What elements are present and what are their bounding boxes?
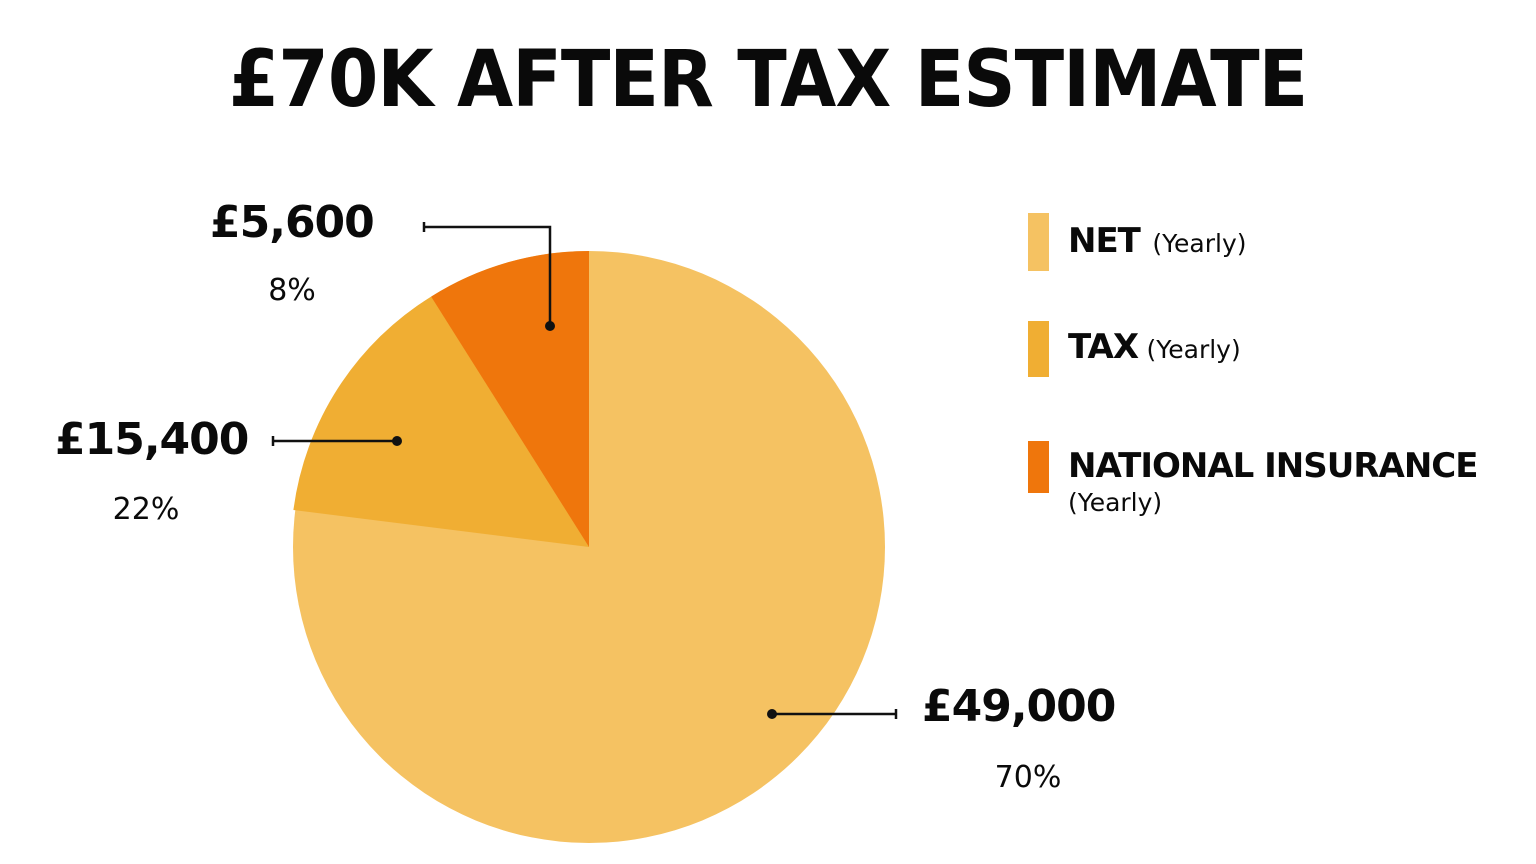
legend-label-net: NET xyxy=(1068,221,1141,261)
amount-label-net: £49,000 xyxy=(922,681,1116,732)
amount-label-tax: £15,400 xyxy=(55,414,249,465)
legend-label-national-insurance: NATIONAL INSURANCE xyxy=(1068,446,1478,486)
leader-dot-national-insurance xyxy=(545,321,555,331)
percent-label-national-insurance: 8% xyxy=(268,273,316,308)
amount-label-national-insurance: £5,600 xyxy=(210,197,375,248)
legend-sublabel-national-insurance: (Yearly) xyxy=(1068,488,1163,517)
legend-sublabel-tax: (Yearly) xyxy=(1146,335,1241,364)
percent-label-tax: 22% xyxy=(112,492,180,527)
leader-dot-net xyxy=(767,709,777,719)
legend-swatch-national-insurance xyxy=(1028,441,1049,493)
chart-title: £70K AFTER TAX ESTIMATE xyxy=(228,35,1308,125)
legend-swatch-tax xyxy=(1028,321,1049,377)
legend-swatch-net xyxy=(1028,213,1049,271)
pie-slice-tax[interactable] xyxy=(293,296,589,547)
legend-sublabel-net: (Yearly) xyxy=(1152,229,1247,258)
leader-line-tax xyxy=(271,436,397,446)
leader-line-national-insurance xyxy=(422,222,552,326)
percent-label-net: 70% xyxy=(994,760,1062,795)
leader-line-net xyxy=(772,709,898,719)
leader-dot-tax xyxy=(392,436,402,446)
legend-label-tax: TAX xyxy=(1068,327,1139,367)
